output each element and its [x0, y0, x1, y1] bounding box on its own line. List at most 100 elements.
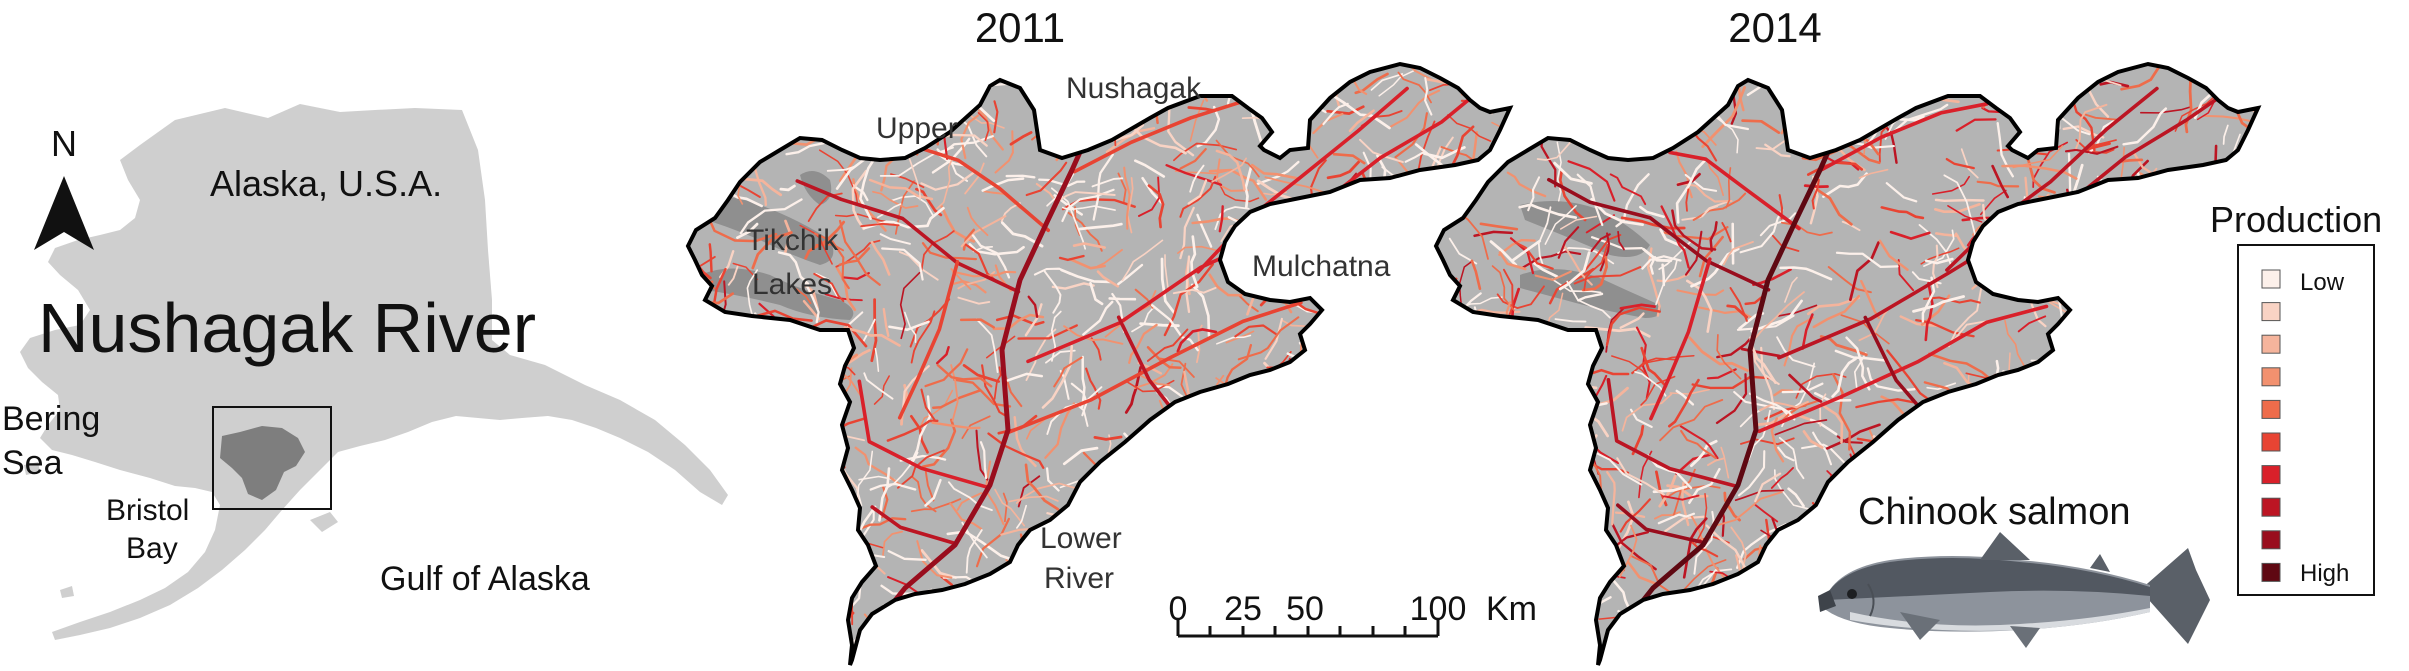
- stream-segment: [2070, 95, 2096, 152]
- stream-segment: [2084, 113, 2120, 121]
- stream-segment: [2113, 179, 2158, 203]
- stream-segment: [1126, 177, 1134, 234]
- stream-segment: [1137, 176, 1161, 217]
- stream-segment: [1666, 484, 1709, 499]
- stream-segment: [1127, 379, 1175, 393]
- stream-segment: [1215, 149, 1246, 191]
- stream-segment: [918, 389, 954, 430]
- stream-segment: [1564, 94, 1612, 126]
- stream-segment: [990, 594, 1043, 630]
- stream-segment: [1463, 513, 1510, 552]
- stream-segment: [1756, 412, 1817, 426]
- stream-segment: [1311, 202, 1338, 211]
- stream-segment: [803, 445, 840, 454]
- stream-segment: [1951, 394, 1958, 435]
- stream-segment: [2017, 315, 2047, 333]
- stream-segment: [1329, 434, 1348, 515]
- stream-segment: [2149, 469, 2182, 488]
- stream-segment: [1217, 180, 1260, 203]
- stream-segment: [1334, 64, 1339, 84]
- stream-segment: [2045, 235, 2079, 272]
- stream-segment: [931, 137, 971, 174]
- stream-segment: [1362, 482, 1389, 522]
- stream-segment: [1238, 294, 1259, 313]
- stream-segment: [2133, 320, 2149, 364]
- stream-segment: [2051, 213, 2070, 237]
- legend-swatch: [2261, 269, 2281, 289]
- stream-segment: [2126, 340, 2134, 378]
- stream-segment: [1557, 376, 1583, 410]
- stream-segment: [1783, 316, 1815, 367]
- stream-segment: [1423, 333, 1434, 377]
- stream-segment: [1881, 653, 1909, 664]
- stream-segment: [798, 563, 855, 569]
- stream-segment: [747, 568, 795, 622]
- stream-segment: [1359, 138, 1404, 164]
- stream-segment: [2031, 461, 2062, 470]
- stream-segment: [1764, 143, 1791, 158]
- legend-high-label: High: [2300, 560, 2349, 587]
- stream-segment: [1741, 119, 1781, 134]
- stream-segment: [838, 247, 871, 267]
- stream-segment: [727, 265, 739, 286]
- stream-segment: [2196, 520, 2226, 537]
- stream-segment: [802, 299, 821, 321]
- stream-segment: [742, 364, 779, 415]
- stream-segment: [1777, 304, 1818, 317]
- stream-segment: [1494, 520, 1502, 585]
- stream-segment: [1825, 423, 1881, 450]
- island-3: [60, 586, 74, 598]
- stream-segment: [1146, 328, 1189, 362]
- scale-bar: [1176, 618, 1440, 638]
- stream-segment: [1675, 389, 1695, 406]
- stream-segment: [957, 296, 991, 305]
- stream-segment: [2095, 418, 2150, 451]
- stream-segment: [807, 319, 868, 348]
- stream-segment: [1132, 127, 1187, 155]
- stream-segment: [1889, 230, 1931, 240]
- stream-segment: [1308, 400, 1341, 449]
- stream-segment: [790, 598, 810, 630]
- stream-segment: [1787, 487, 1805, 508]
- stream-segment: [1544, 205, 1577, 245]
- stream-segment: [1173, 142, 1238, 162]
- stream-segment: [1810, 534, 1824, 590]
- stream-segment: [1812, 584, 1818, 612]
- stream-segment: [860, 222, 900, 228]
- stream-segment: [904, 311, 917, 344]
- stream-segment: [1518, 203, 1578, 219]
- stream-segment: [1282, 237, 1316, 248]
- stream-segment: [1008, 495, 1059, 503]
- stream-segment: [2118, 258, 2123, 275]
- stream-segment: [1417, 326, 1445, 339]
- stream-segment: [1605, 306, 1661, 347]
- stream-segment: [762, 432, 799, 465]
- stream-segment: [1074, 206, 1081, 236]
- stream-segment: [1690, 439, 1718, 468]
- legend-swatch: [2261, 432, 2281, 452]
- stream-segment: [2075, 240, 2134, 253]
- stream-segment: [1241, 389, 1279, 401]
- stream-segment: [2111, 359, 2163, 388]
- stream-segment: [1680, 429, 1717, 460]
- stream-segment: [1465, 589, 1483, 621]
- stream-segment: [1460, 388, 1472, 425]
- stream-segment: [1417, 452, 1447, 501]
- stream-segment: [2214, 412, 2234, 458]
- stream-segment: [1846, 627, 1859, 655]
- stream-segment: [823, 366, 830, 386]
- stream-segment: [725, 117, 776, 152]
- stream-segment: [1403, 172, 1440, 199]
- stream-segment: [1655, 259, 1678, 306]
- stream-segment: [1273, 397, 1295, 438]
- stream-segment: [785, 550, 822, 572]
- scale-label-100: 100: [1410, 590, 1467, 628]
- stream-segment: [1458, 360, 1490, 370]
- stream-segment: [1096, 270, 1120, 288]
- stream-segment: [1416, 213, 1433, 243]
- stream-segment: [1974, 655, 2001, 665]
- stream-segment: [2184, 512, 2223, 565]
- stream-segment: [881, 247, 924, 281]
- stream-segment: [2142, 449, 2172, 463]
- stream-segment: [736, 222, 759, 240]
